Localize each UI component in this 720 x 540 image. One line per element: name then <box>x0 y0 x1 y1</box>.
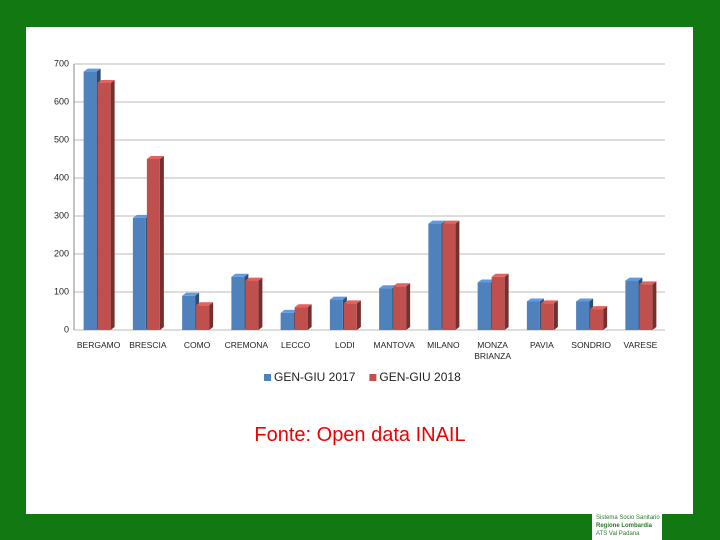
x-tick-label: SONDRIO <box>571 340 611 350</box>
bar <box>132 217 146 330</box>
y-tick-label: 700 <box>54 58 69 68</box>
y-tick-label: 600 <box>54 96 69 106</box>
x-tick-label: BRESCIA <box>129 340 167 350</box>
bar <box>97 83 111 330</box>
x-tick-label: MANTOVA <box>373 340 415 350</box>
bar <box>590 309 604 330</box>
logo-text: ATS Val Padana <box>596 531 640 537</box>
bar-side <box>307 304 312 330</box>
bar-top <box>97 80 115 83</box>
bar <box>428 223 442 330</box>
bar <box>540 303 554 330</box>
bar-side <box>455 220 460 330</box>
bar-top <box>132 214 150 218</box>
y-tick-label: 500 <box>54 134 69 144</box>
y-tick-label: 300 <box>54 210 69 220</box>
bar-top <box>639 281 657 285</box>
y-tick-label: 0 <box>64 324 69 334</box>
bar <box>526 301 540 330</box>
bar <box>379 288 393 330</box>
bar <box>393 286 407 330</box>
x-tick-label: COMO <box>183 340 211 350</box>
caption: Fonte: Open data INAIL <box>254 424 466 446</box>
y-tick-label: 200 <box>54 248 69 258</box>
bar-top <box>280 309 298 313</box>
x-tick-label: LECCO <box>280 340 311 350</box>
bar-top <box>576 298 594 302</box>
bar-top <box>83 68 101 72</box>
bar-top <box>379 285 397 289</box>
bar-side <box>209 302 214 330</box>
bar-top <box>526 298 544 302</box>
bar <box>442 223 456 330</box>
bar <box>146 159 160 330</box>
bar <box>182 295 196 330</box>
bar-top <box>245 277 263 281</box>
bar <box>491 276 505 330</box>
bar <box>196 305 210 330</box>
legend-label: GEN-GIU 2017 <box>274 370 356 384</box>
bar-side <box>553 300 558 330</box>
logo-text: Sistema Socio Sanitario <box>596 515 660 521</box>
bar <box>231 276 245 330</box>
bar-side <box>110 80 115 330</box>
x-tick-label: VARESE <box>623 340 658 350</box>
x-tick-label: CREMONA <box>224 340 269 350</box>
bar-side <box>652 281 657 330</box>
bar-top <box>477 279 495 283</box>
bar <box>329 299 343 330</box>
bar <box>576 301 590 330</box>
x-tick-label: MILANO <box>427 340 460 350</box>
bar-top <box>196 302 214 306</box>
logo-text: Regione Lombardia <box>596 523 653 529</box>
bar-top <box>625 277 643 281</box>
bar-top <box>491 273 509 277</box>
bar-top <box>329 296 347 300</box>
legend-swatch <box>264 374 271 381</box>
bar-top <box>442 220 460 224</box>
bar-top <box>146 156 164 159</box>
bar <box>625 280 639 330</box>
bar-side <box>504 273 509 330</box>
bar-top <box>590 306 608 310</box>
bar <box>83 71 97 330</box>
bar-top <box>343 300 361 304</box>
bar <box>245 280 259 330</box>
legend-swatch <box>369 374 377 381</box>
bar-top <box>540 300 558 304</box>
bar-top <box>182 292 200 296</box>
bar-top <box>393 283 411 287</box>
logo: Sistema Socio Sanitario Regione Lombardi… <box>592 514 662 540</box>
bar-top <box>231 273 249 277</box>
x-tick-label: PAVIA <box>529 340 554 350</box>
x-tick-label: BERGAMO <box>76 340 121 350</box>
bar-side <box>406 283 411 330</box>
bar-top <box>294 304 312 308</box>
bar <box>639 284 653 330</box>
legend-label: GEN-GIU 2018 <box>379 370 461 384</box>
y-tick-label: 100 <box>54 286 69 296</box>
y-tick-label: 400 <box>54 172 69 182</box>
x-tick-label: LODI <box>334 340 355 350</box>
bar-side <box>603 306 608 330</box>
bar-side <box>258 277 263 330</box>
bar <box>477 282 491 330</box>
bar-side <box>356 300 361 330</box>
bar <box>343 303 357 330</box>
bar <box>294 307 308 330</box>
bar-side <box>159 156 164 330</box>
bar-top <box>428 220 446 224</box>
x-tick-label: MONZA BRIANZA <box>474 340 512 361</box>
bar <box>280 312 294 330</box>
